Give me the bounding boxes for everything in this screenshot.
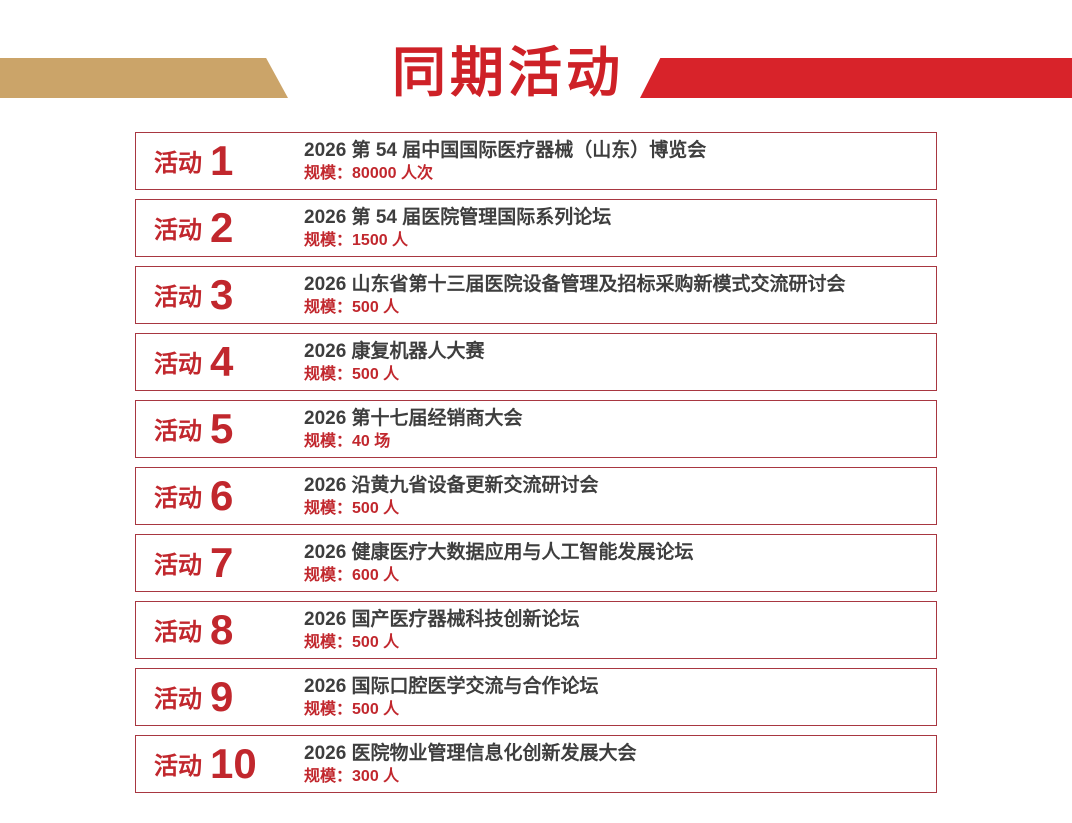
activity-label: 活动 1 (136, 137, 304, 185)
activity-scale-label: 规模： (304, 298, 353, 316)
activity-scale-label: 规模： (304, 499, 353, 517)
activity-label-prefix: 活动 (154, 417, 202, 445)
activity-scale-value: 500 人 (352, 365, 400, 383)
activity-scale-value: 500 人 (352, 298, 400, 316)
activity-scale: 规模：80000 人次 (304, 165, 706, 183)
activity-scale: 规模：500 人 (304, 366, 485, 384)
activity-label: 活动 8 (136, 606, 304, 654)
activity-scale-label: 规模： (304, 633, 353, 651)
activity-content: 2026 国产医疗器械科技创新论坛 规模：500 人 (304, 609, 590, 651)
activity-label-prefix: 活动 (154, 283, 202, 311)
activity-number: 6 (210, 472, 234, 520)
activity-number: 9 (210, 673, 234, 721)
activity-title: 2026 第 54 届医院管理国际系列论坛 (304, 206, 612, 228)
activity-title: 2026 国际口腔医学交流与合作论坛 (304, 675, 599, 697)
activity-scale-label: 规模： (304, 700, 353, 718)
activity-title: 2026 医院物业管理信息化创新发展大会 (304, 742, 637, 764)
activity-number: 7 (210, 539, 234, 587)
header-accent-right-bar (640, 58, 1072, 98)
activity-label-prefix: 活动 (154, 216, 202, 244)
activity-label: 活动 10 (136, 740, 304, 788)
activity-scale-label: 规模： (304, 365, 353, 383)
activity-content: 2026 第十七届经销商大会 规模：40 场 (304, 408, 533, 450)
activity-row: 活动 5 2026 第十七届经销商大会 规模：40 场 (135, 400, 937, 458)
activity-title: 2026 健康医疗大数据应用与人工智能发展论坛 (304, 541, 694, 563)
activity-scale: 规模：500 人 (304, 299, 846, 317)
activity-label-prefix: 活动 (154, 551, 202, 579)
activity-label: 活动 7 (136, 539, 304, 587)
activity-label: 活动 2 (136, 204, 304, 252)
activity-label-prefix: 活动 (154, 149, 202, 177)
activity-label-prefix: 活动 (154, 484, 202, 512)
activity-scale-label: 规模： (304, 432, 353, 450)
activity-label: 活动 9 (136, 673, 304, 721)
activity-scale-label: 规模： (304, 767, 353, 785)
activity-row: 活动 9 2026 国际口腔医学交流与合作论坛 规模：500 人 (135, 668, 937, 726)
activity-scale-value: 500 人 (352, 633, 400, 651)
header: 同期活动 (0, 0, 1072, 120)
activity-label: 活动 5 (136, 405, 304, 453)
activity-row: 活动 10 2026 医院物业管理信息化创新发展大会 规模：300 人 (135, 735, 937, 793)
activity-scale: 规模：300 人 (304, 768, 637, 786)
activity-scale: 规模：1500 人 (304, 232, 611, 250)
activity-scale-value: 500 人 (352, 700, 400, 718)
activity-number: 3 (210, 271, 234, 319)
activity-number: 5 (210, 405, 234, 453)
activity-content: 2026 医院物业管理信息化创新发展大会 规模：300 人 (304, 743, 647, 785)
activity-row: 活动 8 2026 国产医疗器械科技创新论坛 规模：500 人 (135, 601, 937, 659)
activity-scale-label: 规模： (304, 566, 353, 584)
activity-scale-label: 规模： (304, 164, 353, 182)
activity-row: 活动 4 2026 康复机器人大赛 规模：500 人 (135, 333, 937, 391)
activity-title: 2026 国产医疗器械科技创新论坛 (304, 608, 580, 630)
activity-label: 活动 6 (136, 472, 304, 520)
activity-title: 2026 康复机器人大赛 (304, 340, 485, 362)
activities-list: 活动 1 2026 第 54 届中国国际医疗器械（山东）博览会 规模：80000… (135, 132, 937, 802)
activity-content: 2026 康复机器人大赛 规模：500 人 (304, 341, 495, 383)
activity-scale: 规模：600 人 (304, 567, 694, 585)
activity-title: 2026 沿黄九省设备更新交流研讨会 (304, 474, 599, 496)
activity-scale: 规模：500 人 (304, 634, 580, 652)
activity-label: 活动 3 (136, 271, 304, 319)
activity-scale: 规模：40 场 (304, 433, 523, 451)
activity-label-prefix: 活动 (154, 618, 202, 646)
activity-scale: 规模：500 人 (304, 500, 599, 518)
activity-scale-value: 500 人 (352, 499, 400, 517)
activity-scale-value: 40 场 (352, 432, 391, 450)
activity-title: 2026 第十七届经销商大会 (304, 407, 523, 429)
activity-content: 2026 沿黄九省设备更新交流研讨会 规模：500 人 (304, 475, 609, 517)
activity-title: 2026 第 54 届中国国际医疗器械（山东）博览会 (304, 139, 707, 161)
activity-scale-value: 300 人 (352, 767, 400, 785)
activity-row: 活动 6 2026 沿黄九省设备更新交流研讨会 规模：500 人 (135, 467, 937, 525)
activity-label-prefix: 活动 (154, 350, 202, 378)
activity-row: 活动 2 2026 第 54 届医院管理国际系列论坛 规模：1500 人 (135, 199, 937, 257)
activity-row: 活动 1 2026 第 54 届中国国际医疗器械（山东）博览会 规模：80000… (135, 132, 937, 190)
activity-label-prefix: 活动 (154, 752, 202, 780)
activity-content: 2026 第 54 届医院管理国际系列论坛 规模：1500 人 (304, 207, 621, 249)
activity-number: 2 (210, 204, 234, 252)
activity-number: 4 (210, 338, 234, 386)
activity-row: 活动 7 2026 健康医疗大数据应用与人工智能发展论坛 规模：600 人 (135, 534, 937, 592)
activity-label: 活动 4 (136, 338, 304, 386)
activity-content: 2026 国际口腔医学交流与合作论坛 规模：500 人 (304, 676, 609, 718)
activity-number: 10 (210, 740, 257, 788)
activity-number: 8 (210, 606, 234, 654)
activity-content: 2026 第 54 届中国国际医疗器械（山东）博览会 规模：80000 人次 (304, 140, 716, 182)
page-title: 同期活动 (392, 43, 624, 103)
activity-content: 2026 健康医疗大数据应用与人工智能发展论坛 规模：600 人 (304, 542, 704, 584)
activity-scale-value: 600 人 (352, 566, 400, 584)
activity-title: 2026 山东省第十三届医院设备管理及招标采购新模式交流研讨会 (304, 273, 846, 295)
activity-row: 活动 3 2026 山东省第十三届医院设备管理及招标采购新模式交流研讨会 规模：… (135, 266, 937, 324)
activity-content: 2026 山东省第十三届医院设备管理及招标采购新模式交流研讨会 规模：500 人 (304, 274, 856, 316)
activity-number: 1 (210, 137, 234, 185)
activity-scale-value: 80000 人次 (352, 164, 433, 182)
activity-scale-label: 规模： (304, 231, 353, 249)
activity-label-prefix: 活动 (154, 685, 202, 713)
activity-scale: 规模：500 人 (304, 701, 599, 719)
activity-scale-value: 1500 人 (352, 231, 409, 249)
header-accent-left-bar (0, 58, 288, 98)
